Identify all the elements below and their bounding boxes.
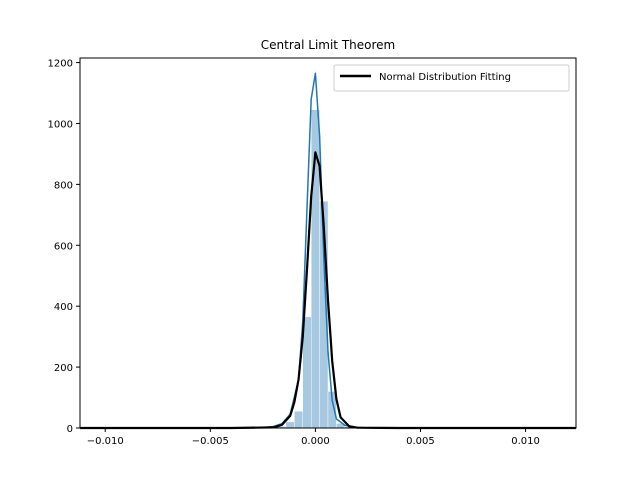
x-tick-label: 0.005 [406,436,435,447]
y-tick-label: 1000 [48,119,73,130]
y-tick-label: 1200 [48,59,73,70]
histogram-bar [294,411,303,429]
plot-frame [79,57,577,429]
lines-layer [80,72,576,430]
x-tick-label: −0.010 [87,436,124,447]
y-tick-label: 400 [54,302,73,313]
y-tick-label: 200 [54,363,73,374]
histogram-bar [285,421,295,429]
normal-fit-line [80,151,576,430]
legend-box [333,64,570,92]
chart-title: Central Limit Theorem [261,38,395,52]
x-tick-label: −0.005 [192,436,229,447]
y-tick-label: 0 [67,424,73,435]
legend-label: Normal Distribution Fitting [379,72,511,83]
legend: Normal Distribution Fitting [333,64,570,92]
y-tick-label: 800 [54,180,73,191]
y-tick-label: 600 [54,241,73,252]
axes-layer: −0.010 −0.005 0.000 0.005 0.010 0 200 400 600 800… [48,59,540,447]
x-tick-label: 0.010 [511,436,540,447]
x-tick-label: 0.000 [301,436,330,447]
